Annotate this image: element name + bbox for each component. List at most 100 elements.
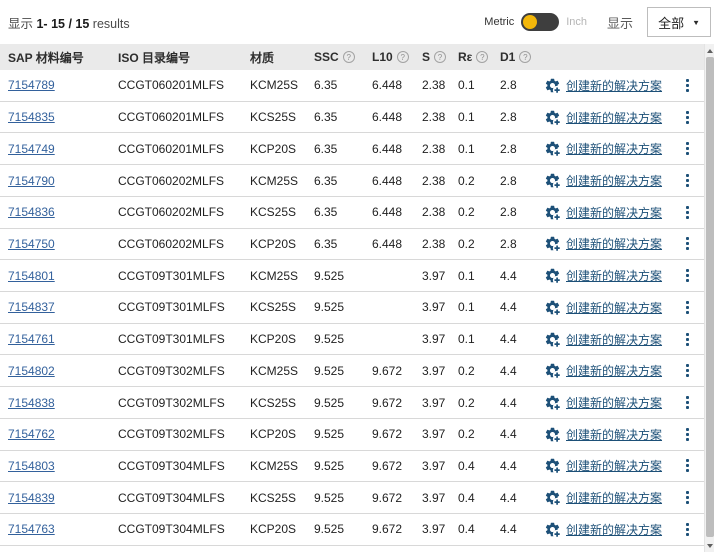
create-solution-link[interactable]: 创建新的解决方案 bbox=[566, 110, 663, 125]
kebab-menu-icon[interactable] bbox=[683, 394, 692, 411]
actions-cell: 创建新的解决方案 bbox=[536, 331, 704, 348]
help-icon[interactable]: ? bbox=[519, 51, 532, 63]
sap-number-link[interactable]: 7154789 bbox=[8, 78, 55, 93]
create-solution-link[interactable]: 创建新的解决方案 bbox=[566, 396, 663, 411]
ssc-cell: 9.525 bbox=[314, 268, 345, 283]
l10-cell: 6.448 bbox=[372, 173, 403, 188]
create-solution-link[interactable]: 创建新的解决方案 bbox=[566, 78, 663, 93]
ssc-cell: 9.525 bbox=[314, 427, 345, 442]
kebab-menu-icon[interactable] bbox=[683, 172, 692, 189]
kebab-menu-icon[interactable] bbox=[683, 77, 692, 94]
iso-number-cell: CCGT09T302MLFS bbox=[118, 363, 225, 378]
sap-number-link[interactable]: 7154835 bbox=[8, 110, 55, 125]
filter-dropdown[interactable]: 全部 ▼ bbox=[647, 7, 711, 37]
table-row: 7154839 CCGT09T304MLFS KCS25S 9.525 9.672 3.9… bbox=[0, 482, 704, 515]
sap-number-link[interactable]: 7154750 bbox=[8, 236, 55, 251]
help-icon[interactable]: ? bbox=[476, 51, 489, 63]
sap-number-link[interactable]: 7154836 bbox=[8, 205, 55, 220]
actions-cell: 创建新的解决方案 bbox=[536, 235, 704, 253]
create-solution-link[interactable]: 创建新的解决方案 bbox=[566, 205, 663, 220]
sap-number-cell: 7154762 bbox=[0, 427, 110, 441]
create-solution-link[interactable]: 创建新的解决方案 bbox=[566, 364, 663, 379]
sap-number-link[interactable]: 7154763 bbox=[8, 522, 55, 537]
results-range: 1- 15 / 15 bbox=[36, 16, 90, 31]
grade-cell: KCP20S bbox=[250, 332, 297, 347]
sap-number-link[interactable]: 7154762 bbox=[8, 427, 55, 442]
create-solution-link[interactable]: 创建新的解决方案 bbox=[566, 491, 663, 506]
kebab-menu-icon[interactable] bbox=[683, 109, 692, 126]
scroll-down-button[interactable] bbox=[705, 539, 714, 552]
create-solution-link[interactable]: 创建新的解决方案 bbox=[566, 522, 663, 537]
kebab-menu-icon[interactable] bbox=[683, 362, 692, 379]
create-solution-link[interactable]: 创建新的解决方案 bbox=[566, 174, 663, 189]
d1-cell: 4.4 bbox=[500, 395, 517, 410]
help-icon[interactable]: ? bbox=[434, 51, 447, 63]
kebab-menu-icon[interactable] bbox=[683, 489, 692, 506]
sap-number-link[interactable]: 7154801 bbox=[8, 268, 55, 283]
l10-cell: 9.672 bbox=[372, 458, 403, 473]
inch-label: Inch bbox=[566, 16, 588, 28]
filter-dropdown-value: 全部 bbox=[658, 15, 685, 31]
sap-number-cell: 7154838 bbox=[0, 396, 110, 410]
create-solution-link[interactable]: 创建新的解决方案 bbox=[566, 427, 663, 442]
s-cell: 3.97 bbox=[422, 427, 446, 442]
grade-cell: KCP20S bbox=[250, 522, 297, 537]
create-solution-link[interactable]: 创建新的解决方案 bbox=[566, 332, 663, 347]
iso-number-cell: CCGT09T301MLFS bbox=[118, 268, 225, 283]
vertical-scrollbar[interactable] bbox=[704, 44, 714, 552]
sap-number-link[interactable]: 7154749 bbox=[8, 141, 55, 156]
kebab-menu-icon[interactable] bbox=[683, 235, 692, 252]
re-cell: 0.4 bbox=[458, 490, 475, 505]
ssc-cell: 6.35 bbox=[314, 173, 338, 188]
sap-number-link[interactable]: 7154790 bbox=[8, 173, 55, 188]
create-solution-link[interactable]: 创建新的解决方案 bbox=[566, 269, 663, 284]
scroll-up-button[interactable] bbox=[705, 44, 714, 57]
column-header-label: 材质 bbox=[250, 50, 275, 65]
kebab-menu-icon[interactable] bbox=[683, 521, 692, 538]
d1-cell: 4.4 bbox=[500, 300, 517, 315]
sap-number-link[interactable]: 7154761 bbox=[8, 332, 55, 347]
iso-number-cell: CCGT09T304MLFS bbox=[118, 490, 225, 505]
kebab-menu-icon[interactable] bbox=[683, 457, 692, 474]
table-header-row: SAP 材料编号 ISO 目录编号 材质 SSC? L10? S? Rε? D1? bbox=[0, 44, 704, 70]
kebab-menu-icon[interactable] bbox=[683, 140, 692, 157]
sap-number-link[interactable]: 7154802 bbox=[8, 363, 55, 378]
iso-number-cell: CCGT060202MLFS bbox=[118, 173, 225, 188]
scrollbar-thumb[interactable] bbox=[706, 57, 714, 537]
grade-cell: KCM25S bbox=[250, 78, 299, 93]
results-suffix: results bbox=[89, 16, 130, 31]
sap-number-cell: 7154837 bbox=[0, 300, 110, 314]
sap-number-link[interactable]: 7154838 bbox=[8, 395, 55, 410]
sap-number-link[interactable]: 7154803 bbox=[8, 458, 55, 473]
sap-number-link[interactable]: 7154839 bbox=[8, 490, 55, 505]
actions-cell: 创建新的解决方案 bbox=[536, 394, 704, 412]
gear-plus-icon bbox=[545, 522, 561, 538]
kebab-menu-icon[interactable] bbox=[683, 426, 692, 443]
re-cell: 0.4 bbox=[458, 522, 475, 537]
kebab-menu-icon[interactable] bbox=[683, 299, 692, 316]
help-icon[interactable]: ? bbox=[396, 51, 409, 63]
help-icon[interactable]: ? bbox=[342, 51, 355, 63]
d1-cell: 2.8 bbox=[500, 141, 517, 156]
d1-cell: 2.8 bbox=[500, 78, 517, 93]
re-cell: 0.2 bbox=[458, 363, 475, 378]
column-header: SSC? bbox=[306, 50, 364, 64]
ssc-cell: 6.35 bbox=[314, 236, 338, 251]
column-header: L10? bbox=[364, 50, 414, 64]
s-cell: 3.97 bbox=[422, 522, 446, 537]
create-solution-link[interactable]: 创建新的解决方案 bbox=[566, 142, 663, 157]
kebab-menu-icon[interactable] bbox=[683, 331, 692, 348]
l10-cell: 9.672 bbox=[372, 363, 403, 378]
metric-inch-toggle[interactable] bbox=[521, 13, 560, 31]
create-solution-link[interactable]: 创建新的解决方案 bbox=[566, 300, 663, 315]
create-solution-link[interactable]: 创建新的解决方案 bbox=[566, 459, 663, 474]
s-cell: 2.38 bbox=[422, 110, 446, 125]
grade-cell: KCS25S bbox=[250, 300, 297, 315]
actions-cell: 创建新的解决方案 bbox=[536, 204, 704, 221]
create-solution-link[interactable]: 创建新的解决方案 bbox=[566, 237, 663, 252]
kebab-menu-icon[interactable] bbox=[683, 204, 692, 221]
d1-cell: 2.8 bbox=[500, 236, 517, 251]
kebab-menu-icon[interactable] bbox=[683, 267, 692, 284]
sap-number-link[interactable]: 7154837 bbox=[8, 300, 55, 315]
table-row: 7154801 CCGT09T301MLFS KCM25S 9.525 3.97 0.1 4… bbox=[0, 260, 704, 293]
